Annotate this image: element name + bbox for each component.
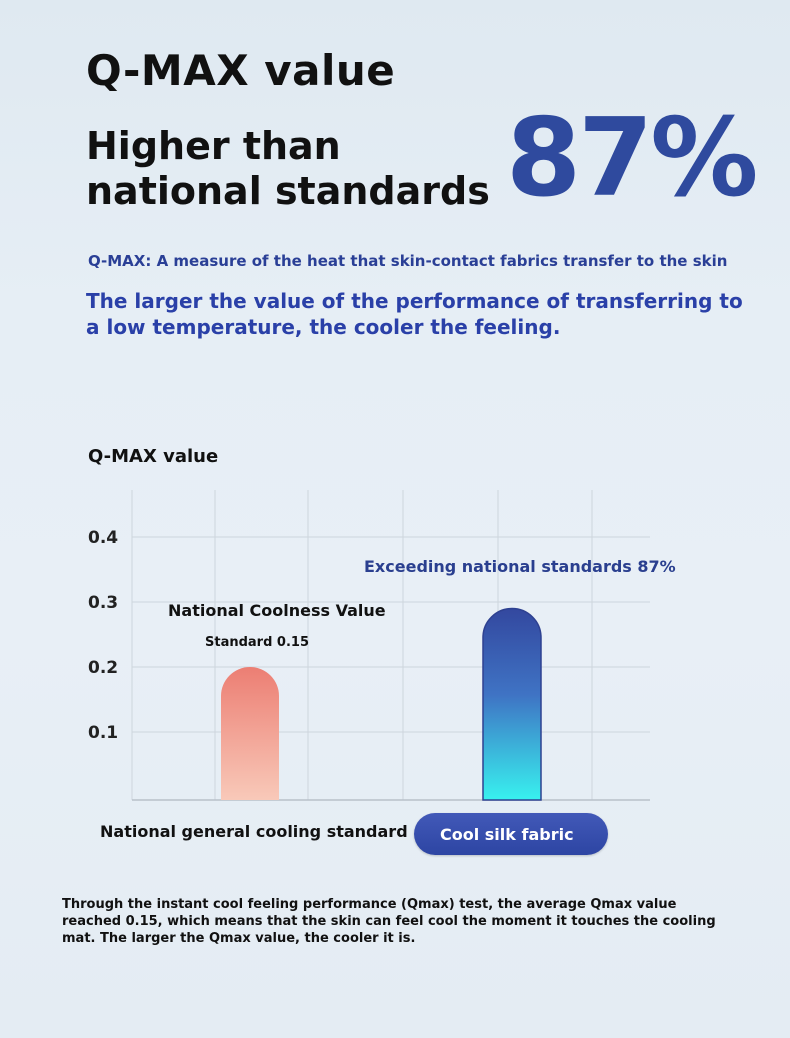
y-tick-label: 0.2 [88,658,118,678]
y-tick-label: 0.1 [88,723,118,743]
chart-bars [221,607,542,801]
annotation-exceed: Exceeding national standards 87% [364,557,676,576]
chart-title: Q-MAX value [88,446,219,467]
bar-cool-silk [482,607,542,801]
bar-national-standard [221,667,279,800]
y-axis-ticks: 0.1 0.2 0.3 0.4 [88,528,118,743]
y-tick-label: 0.3 [88,593,118,613]
qmax-definition: Q-MAX: A measure of the heat that skin-c… [88,252,728,270]
footer-note: Through the instant cool feeling perform… [62,897,716,946]
x-label-national: National general cooling standard [100,822,408,841]
x-label-silk-pill: Cool silk fabric [414,813,608,855]
y-tick-label: 0.4 [88,528,118,548]
page-title: Q-MAX value [86,46,396,95]
page-subtitle: Higher than national standards [86,124,490,213]
percent-highlight: 87% [506,96,759,221]
lead-text: The larger the value of the performance … [86,289,743,339]
annotation-national-title: National Coolness Value [168,601,386,620]
chart-annotations: National Coolness Value Standard 0.15 Exce… [168,557,676,650]
annotation-national-standard: Standard 0.15 [205,635,309,650]
